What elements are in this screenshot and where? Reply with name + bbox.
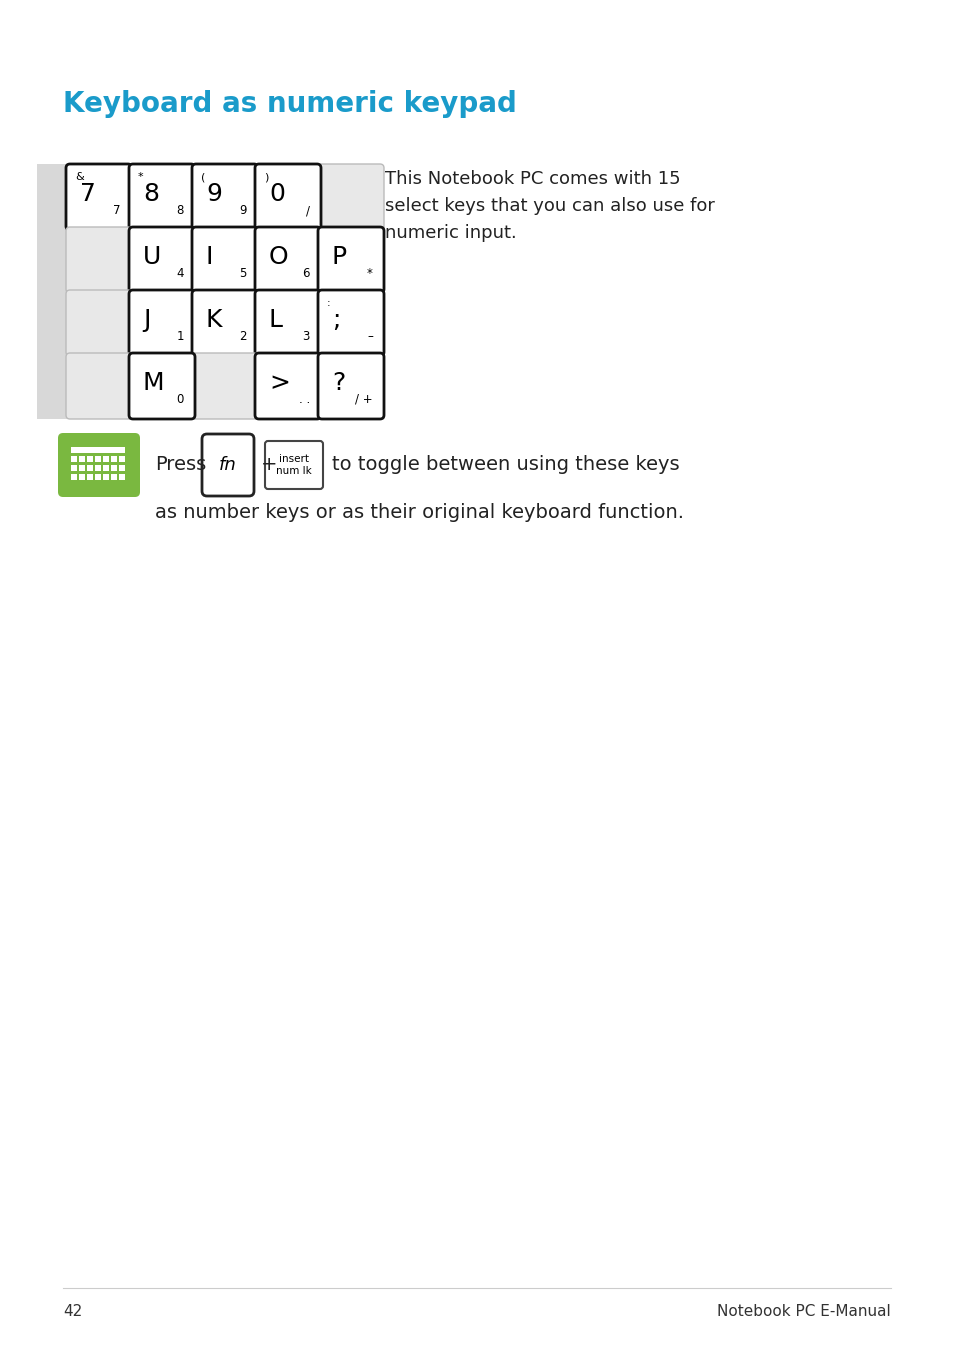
Text: 9: 9	[239, 204, 247, 217]
Text: :: :	[327, 299, 331, 308]
Text: Notebook PC E-Manual: Notebook PC E-Manual	[717, 1305, 890, 1319]
Text: O: O	[269, 245, 289, 269]
FancyBboxPatch shape	[202, 434, 253, 496]
Bar	[103, 456, 109, 461]
FancyBboxPatch shape	[66, 291, 132, 356]
Bar	[37, 227, 355, 293]
Bar	[119, 465, 125, 471]
Bar	[71, 456, 77, 461]
Text: 42: 42	[63, 1305, 82, 1319]
Text: 3: 3	[302, 330, 310, 343]
Bar	[79, 465, 85, 471]
Text: num lk: num lk	[275, 465, 312, 476]
Bar	[103, 465, 109, 471]
Text: 1: 1	[176, 330, 184, 343]
Text: / +: / +	[355, 393, 373, 406]
Bar	[71, 465, 77, 471]
Text: 8: 8	[176, 204, 184, 217]
Text: *: *	[138, 172, 144, 182]
FancyBboxPatch shape	[254, 291, 320, 356]
FancyBboxPatch shape	[254, 352, 320, 420]
FancyBboxPatch shape	[192, 352, 257, 420]
Bar	[79, 473, 85, 480]
FancyBboxPatch shape	[129, 227, 194, 293]
FancyBboxPatch shape	[66, 227, 132, 293]
FancyBboxPatch shape	[192, 164, 257, 230]
Text: to toggle between using these keys: to toggle between using these keys	[332, 456, 679, 475]
Text: L: L	[269, 308, 283, 332]
Bar	[87, 465, 92, 471]
Bar	[103, 473, 109, 480]
Text: +: +	[261, 456, 277, 475]
Text: fn: fn	[219, 456, 236, 473]
Text: ): )	[264, 172, 268, 182]
Bar	[95, 473, 101, 480]
FancyBboxPatch shape	[317, 291, 384, 356]
Text: 4: 4	[176, 268, 184, 280]
Bar	[37, 291, 355, 356]
Bar	[111, 456, 117, 461]
Text: 0: 0	[176, 393, 184, 406]
Text: M: M	[143, 371, 165, 395]
Text: U: U	[143, 245, 161, 269]
Text: as number keys or as their original keyboard function.: as number keys or as their original keyb…	[154, 503, 683, 522]
Bar	[119, 473, 125, 480]
Bar	[37, 352, 355, 420]
Bar	[87, 473, 92, 480]
Text: (: (	[201, 172, 205, 182]
Text: –: –	[367, 330, 373, 343]
Text: . .: . .	[298, 393, 310, 406]
Bar	[111, 465, 117, 471]
Text: *: *	[367, 268, 373, 280]
Text: >: >	[269, 371, 290, 395]
Text: insert: insert	[278, 455, 309, 464]
FancyBboxPatch shape	[254, 227, 320, 293]
Text: 0: 0	[269, 182, 285, 206]
Bar	[37, 164, 355, 230]
Text: ;: ;	[332, 308, 340, 332]
Text: I: I	[206, 245, 213, 269]
Text: Press: Press	[154, 456, 206, 475]
Text: 8: 8	[143, 182, 159, 206]
Bar	[87, 456, 92, 461]
FancyBboxPatch shape	[317, 352, 384, 420]
Bar	[95, 465, 101, 471]
FancyBboxPatch shape	[317, 164, 384, 230]
FancyBboxPatch shape	[129, 291, 194, 356]
Text: J: J	[143, 308, 151, 332]
Text: 9: 9	[206, 182, 222, 206]
Bar	[71, 473, 77, 480]
Text: Keyboard as numeric keypad: Keyboard as numeric keypad	[63, 90, 517, 118]
Text: 5: 5	[239, 268, 247, 280]
Text: 7: 7	[113, 204, 121, 217]
FancyBboxPatch shape	[265, 441, 323, 490]
FancyBboxPatch shape	[129, 352, 194, 420]
Bar	[111, 473, 117, 480]
Bar	[79, 456, 85, 461]
FancyBboxPatch shape	[66, 352, 132, 420]
Text: 7: 7	[80, 182, 95, 206]
Text: 6: 6	[302, 268, 310, 280]
FancyBboxPatch shape	[192, 291, 257, 356]
FancyBboxPatch shape	[129, 164, 194, 230]
Text: 2: 2	[239, 330, 247, 343]
FancyBboxPatch shape	[58, 433, 140, 498]
FancyBboxPatch shape	[192, 227, 257, 293]
Text: /: /	[306, 204, 310, 217]
Text: ?: ?	[332, 371, 345, 395]
FancyBboxPatch shape	[254, 164, 320, 230]
Bar	[95, 456, 101, 461]
FancyBboxPatch shape	[66, 164, 132, 230]
Text: P: P	[332, 245, 347, 269]
Text: This Notebook PC comes with 15
select keys that you can also use for
numeric inp: This Notebook PC comes with 15 select ke…	[385, 169, 714, 242]
Text: K: K	[206, 308, 222, 332]
Bar	[71, 447, 125, 453]
FancyBboxPatch shape	[317, 227, 384, 293]
Text: &: &	[75, 172, 84, 182]
Bar	[119, 456, 125, 461]
